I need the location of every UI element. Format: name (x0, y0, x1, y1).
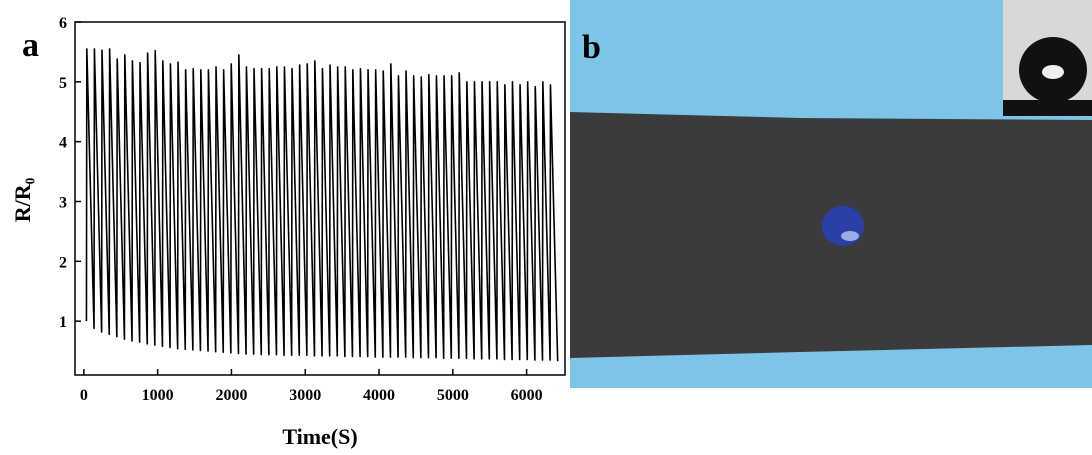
y-tick-label: 4 (59, 135, 67, 152)
x-tick-label: 6000 (511, 387, 543, 404)
inset-droplet-highlight (1042, 65, 1064, 79)
y-tick-label: 1 (59, 314, 67, 331)
panel-label: b (582, 29, 601, 66)
panel-label: a (22, 27, 39, 64)
chart-panel: a Time(S) R/R₀ 0 1000 2000 3000 4000 5000 6000… (10, 15, 566, 449)
x-tick-label: 5000 (437, 387, 469, 404)
plot-frame (74, 21, 566, 376)
y-tick-label: 5 (59, 75, 67, 92)
y-tick-label: 6 (59, 15, 67, 32)
y-tick-label: 3 (59, 194, 67, 211)
x-axis-label: Time(S) (282, 424, 357, 449)
x-tick-label: 3000 (289, 387, 321, 404)
droplet-highlight (841, 231, 859, 241)
data-line (85, 48, 559, 362)
y-axis-label: R/R₀ (10, 177, 35, 222)
x-tick-label: 1000 (142, 387, 174, 404)
x-tick-label: 2000 (215, 387, 247, 404)
x-tick-label: 4000 (363, 387, 395, 404)
inset-substrate (1003, 100, 1092, 116)
y-tick-label: 2 (59, 254, 67, 271)
x-tick-label: 0 (80, 387, 88, 404)
photo-panel: b (570, 0, 1092, 388)
water-droplet (822, 206, 864, 246)
